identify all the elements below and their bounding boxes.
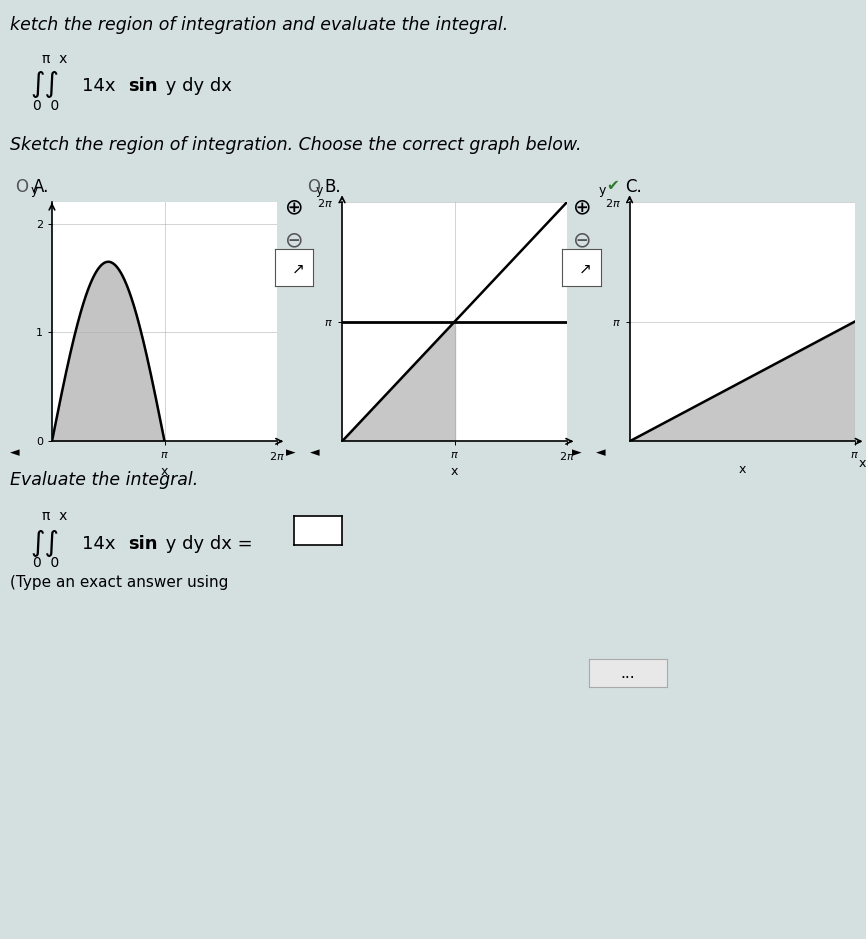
Polygon shape: [342, 321, 455, 441]
Text: ⊕: ⊕: [285, 197, 304, 217]
Text: ◄: ◄: [10, 446, 20, 459]
Text: ↗: ↗: [579, 262, 591, 277]
Text: O: O: [16, 178, 29, 196]
Polygon shape: [630, 321, 855, 441]
Text: Sketch the region of integration. Choose the correct graph below.: Sketch the region of integration. Choose…: [10, 136, 582, 154]
Text: 14x: 14x: [82, 77, 121, 95]
Text: ◄: ◄: [310, 446, 320, 459]
X-axis label: x: x: [451, 465, 458, 478]
Text: 14x: 14x: [82, 535, 121, 553]
Text: ✔: ✔: [606, 178, 619, 193]
Text: π  x: π x: [42, 52, 67, 66]
Text: 0  0: 0 0: [33, 556, 59, 570]
Text: x: x: [858, 456, 866, 470]
Text: y dy dx: y dy dx: [160, 77, 232, 95]
Text: y dy dx =: y dy dx =: [160, 535, 253, 553]
Text: ⊕: ⊕: [572, 197, 591, 217]
Text: π  x: π x: [42, 509, 67, 523]
X-axis label: x: x: [161, 465, 168, 478]
Text: ketch the region of integration and evaluate the integral.: ketch the region of integration and eval…: [10, 16, 508, 34]
Text: B.: B.: [325, 178, 341, 196]
Y-axis label: y: y: [30, 184, 37, 197]
Text: ◄: ◄: [596, 446, 605, 459]
Text: ⊖: ⊖: [572, 230, 591, 250]
Text: ∫∫: ∫∫: [30, 70, 59, 99]
Text: C.: C.: [625, 178, 642, 196]
X-axis label: x: x: [739, 463, 746, 476]
Text: ►: ►: [286, 446, 295, 459]
Text: ↗: ↗: [292, 262, 304, 277]
Text: ...: ...: [621, 666, 635, 681]
Text: O: O: [307, 178, 320, 196]
Text: (Type an exact answer using: (Type an exact answer using: [10, 575, 229, 590]
Text: ⊖: ⊖: [285, 230, 304, 250]
Text: A.: A.: [33, 178, 49, 196]
Text: sin: sin: [128, 77, 158, 95]
Text: ►: ►: [572, 446, 581, 459]
Text: ∫∫: ∫∫: [30, 529, 59, 557]
Text: Evaluate the integral.: Evaluate the integral.: [10, 471, 198, 489]
Text: 0  0: 0 0: [33, 99, 59, 113]
Text: sin: sin: [128, 535, 158, 553]
Y-axis label: y: y: [599, 184, 606, 197]
Y-axis label: y: y: [316, 184, 323, 197]
